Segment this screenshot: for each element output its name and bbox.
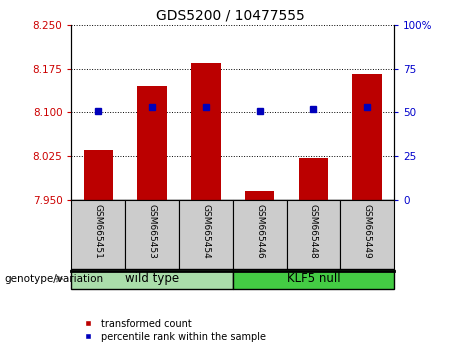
Bar: [179, 200, 233, 271]
Text: GSM665449: GSM665449: [363, 204, 372, 258]
Bar: [125, 200, 179, 271]
Text: GSM665448: GSM665448: [309, 204, 318, 258]
Bar: [71, 200, 125, 271]
Text: GSM665453: GSM665453: [148, 204, 157, 258]
Text: GSM665446: GSM665446: [255, 204, 264, 258]
Text: GDS5200 / 10477555: GDS5200 / 10477555: [156, 9, 305, 23]
Bar: [287, 200, 340, 271]
Bar: [191, 63, 221, 200]
Text: KLF5 null: KLF5 null: [287, 272, 340, 285]
Bar: [83, 150, 113, 200]
Bar: [233, 200, 287, 271]
Bar: [245, 191, 274, 200]
Bar: [299, 158, 328, 200]
Text: GSM665451: GSM665451: [94, 204, 103, 258]
Text: genotype/variation: genotype/variation: [5, 274, 104, 284]
Bar: [137, 86, 167, 200]
Bar: [353, 74, 382, 200]
Text: GSM665454: GSM665454: [201, 204, 210, 258]
Bar: [233, 269, 394, 289]
Text: wild type: wild type: [125, 272, 179, 285]
Bar: [71, 269, 233, 289]
Bar: [340, 200, 394, 271]
Legend: transformed count, percentile rank within the sample: transformed count, percentile rank withi…: [74, 315, 270, 346]
